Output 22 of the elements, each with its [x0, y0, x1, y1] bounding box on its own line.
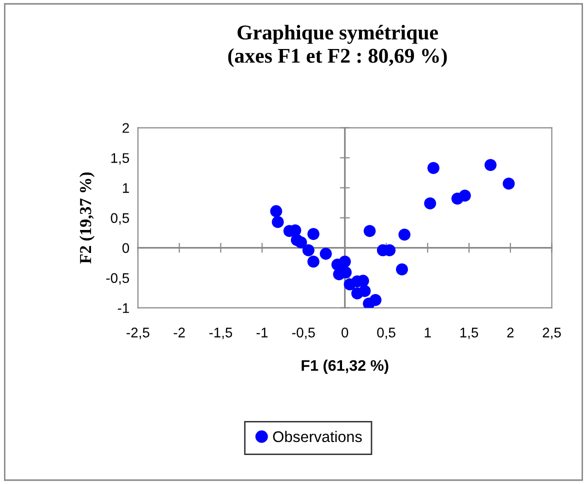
y-tick-label: 0: [122, 243, 130, 253]
x-tick-label: 2: [507, 328, 514, 338]
x-tick-label: 1,5: [460, 328, 478, 340]
y-tick-label: -0,5: [106, 273, 130, 285]
x-tick-label: 2,5: [542, 328, 561, 340]
x-tick-label: -2,5: [126, 328, 150, 340]
x-tick-label: 0,5: [377, 328, 396, 340]
y-tick-label: 1: [122, 183, 129, 193]
y-tick-label: 2: [122, 123, 129, 133]
x-tick-label: -2: [174, 328, 185, 338]
y-axis-title: F2 (19,37 %): [79, 172, 95, 264]
x-tick-label: 0: [342, 328, 348, 338]
chart-title: Graphique symétrique (axes F1 et F2 : 80,69 %): [228, 24, 447, 68]
y-tick-label: 1,5: [111, 153, 130, 165]
x-tick-label: -1: [256, 328, 268, 338]
x-tick-label: 1: [424, 328, 431, 338]
x-tick-label: -1,5: [209, 328, 232, 340]
x-tick-label: -0,5: [292, 328, 315, 340]
y-tick-label: 0,5: [110, 213, 130, 225]
x-axis-title: F1 (61,32 %): [302, 360, 388, 374]
y-tick-label: -1: [118, 303, 129, 313]
legend-label: Observations: [273, 430, 362, 442]
